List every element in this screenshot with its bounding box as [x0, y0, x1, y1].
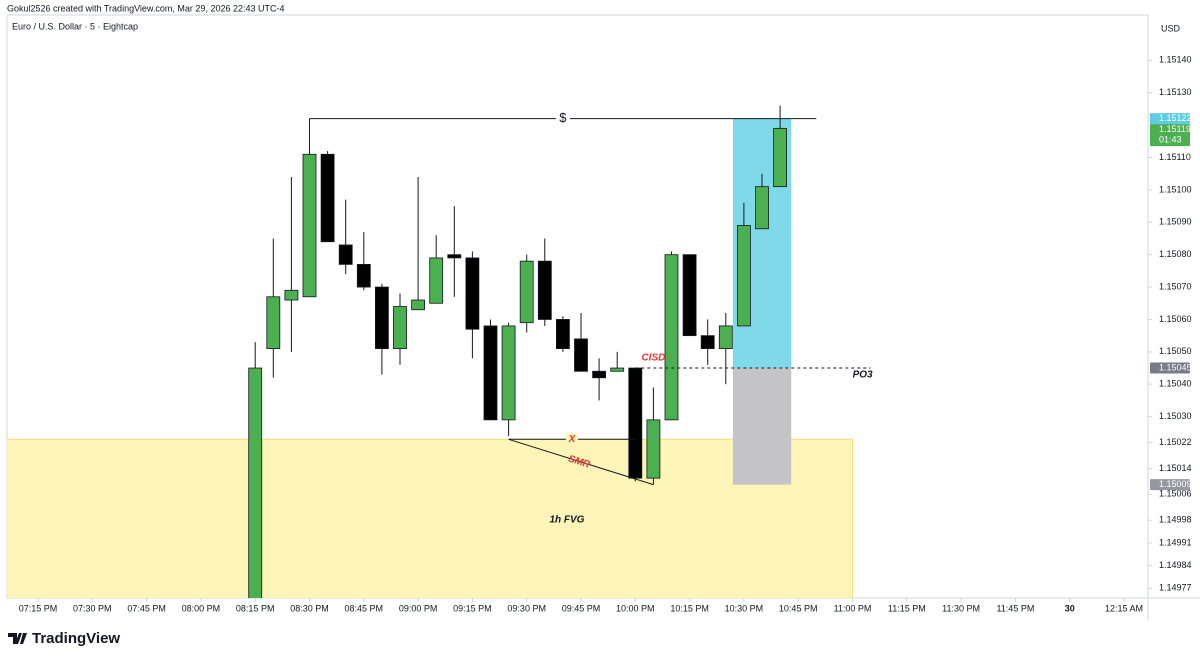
price-label-bg	[1150, 362, 1190, 374]
x-tick-label: 11:15 PM	[888, 603, 926, 613]
candle-body	[682, 254, 697, 337]
price-label: 1.15122	[1159, 113, 1192, 123]
y-tick-label: 1.15130	[1159, 87, 1192, 97]
x-tick-label: 09:45 PM	[562, 603, 601, 613]
candle-body	[700, 335, 715, 350]
candle-body	[266, 296, 281, 350]
candle-body	[393, 306, 407, 350]
y-tick-label: 1.14977	[1159, 583, 1192, 593]
candle-body	[773, 127, 787, 188]
y-tick-label: 1.15022	[1159, 437, 1192, 447]
candle-body	[664, 254, 679, 421]
y-tick-label: 1.15060	[1159, 314, 1192, 324]
candle-body	[592, 370, 606, 379]
logo-mark	[8, 633, 27, 644]
candle-body	[248, 367, 263, 598]
candle-body	[737, 225, 751, 327]
x-label: X	[568, 434, 577, 445]
candle-body	[718, 325, 733, 350]
y-tick-label: 1.15110	[1159, 152, 1191, 162]
candle-body	[374, 286, 389, 350]
candle-body	[519, 260, 534, 324]
x-tick-label: 09:15 PM	[453, 603, 492, 613]
candle-body	[537, 260, 552, 320]
y-tick-label: 1.15006	[1159, 489, 1192, 499]
x-tick-label: 08:15 PM	[236, 603, 275, 613]
y-tick-label: 1.15040	[1159, 379, 1192, 389]
countdown: 01:43	[1159, 135, 1182, 145]
y-tick-label: 1.14991	[1159, 537, 1192, 547]
x-tick-label: 11:30 PM	[942, 603, 980, 613]
header: Gokul2526 created with TradingView.com, …	[7, 3, 284, 13]
x-tick-label: 07:30 PM	[73, 603, 112, 613]
x-tick-label: 09:00 PM	[399, 603, 438, 613]
x-tick-label: 10:30 PM	[725, 603, 764, 613]
liquidity-label-bg	[555, 111, 570, 126]
chart-title: Euro / U.S. Dollar · 5 · Eightcap	[12, 21, 138, 31]
candle-body	[302, 153, 317, 298]
y-tick-label: 1.15080	[1159, 249, 1192, 259]
candle-body	[429, 257, 444, 304]
liquidity-label: $	[559, 110, 567, 125]
candle-body	[356, 263, 371, 288]
y-tick-label: 1.14998	[1159, 515, 1192, 525]
x-tick-label: 07:45 PM	[127, 603, 166, 613]
price-label: 1.15119	[1159, 124, 1191, 134]
y-tick-label: 1.15014	[1159, 463, 1192, 473]
candle-body	[628, 367, 643, 479]
x-tick-label: 12:15 AM	[1105, 603, 1143, 613]
cisd-label: CISD	[641, 353, 665, 364]
y-tick-label: 1.15030	[1159, 411, 1192, 421]
candle-body	[465, 257, 480, 330]
y-tick-label: 1.15100	[1159, 184, 1192, 194]
logo: TradingView	[8, 630, 120, 647]
x-tick-label: 11:00 PM	[834, 603, 872, 613]
x-tick-label: 08:45 PM	[345, 603, 384, 613]
x-tick-label: 30	[1065, 603, 1075, 613]
price-label: 1.15045	[1159, 362, 1192, 372]
candle-body	[501, 325, 516, 421]
po3-label: PO3	[853, 370, 873, 381]
y-tick-label: 1.14984	[1159, 560, 1192, 570]
currency: USD	[1161, 23, 1181, 33]
y-tick-label: 1.15090	[1159, 217, 1192, 227]
candle-body	[610, 367, 625, 372]
candle-body	[338, 244, 353, 265]
candle-body	[320, 153, 335, 243]
x-tick-label: 10:00 PM	[616, 603, 655, 613]
candle-body	[646, 419, 661, 479]
candle-body	[755, 186, 769, 230]
x-tick-label: 11:45 PM	[996, 603, 1034, 613]
candle-body	[284, 289, 299, 301]
x-tick-label: 08:00 PM	[182, 603, 221, 613]
y-tick-label: 1.15050	[1159, 346, 1192, 356]
candle-body	[411, 299, 426, 311]
candle-body	[483, 325, 498, 421]
smr-line	[508, 438, 654, 486]
brand: TradingView	[32, 630, 120, 647]
x-tick-label: 10:45 PM	[779, 603, 818, 613]
stop-box	[732, 368, 792, 485]
price-label: 1.15009	[1159, 479, 1192, 489]
x-label-bg	[565, 433, 578, 446]
candle-body	[556, 319, 570, 350]
x-tick-label: 10:15 PM	[670, 603, 709, 613]
y-tick-label: 1.15140	[1159, 55, 1192, 65]
price-label-bg	[1150, 124, 1190, 147]
fvg-label: 1h FVG	[549, 515, 584, 526]
x-tick-label: 08:30 PM	[290, 603, 329, 613]
price-label-bg	[1150, 113, 1190, 125]
candle-body	[447, 254, 462, 259]
price-label-bg	[1150, 479, 1190, 491]
x-tick-label: 07:15 PM	[19, 603, 58, 613]
x-tick-label: 09:30 PM	[507, 603, 546, 613]
candle-body	[574, 338, 588, 372]
fvg-zone	[7, 438, 854, 598]
y-tick-label: 1.15070	[1159, 281, 1192, 291]
candles	[248, 105, 787, 598]
